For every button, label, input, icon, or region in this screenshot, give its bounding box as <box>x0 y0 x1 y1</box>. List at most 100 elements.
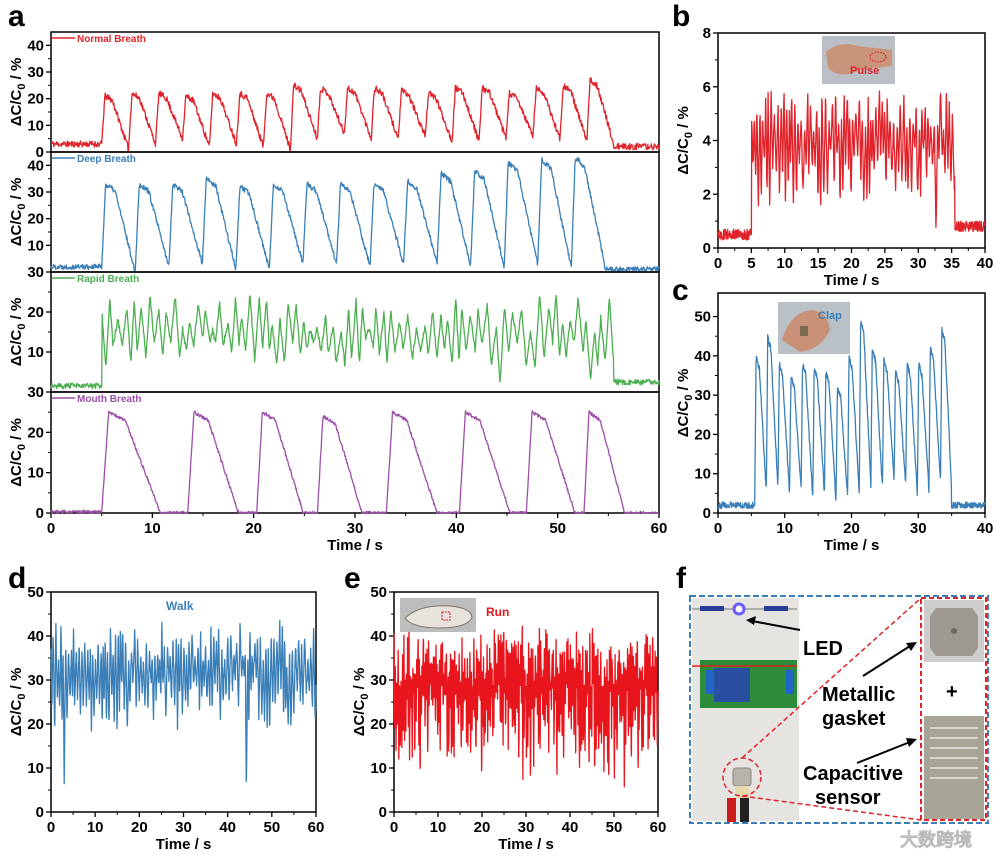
y-label-tail: / % <box>8 298 25 324</box>
gasket-label-1: Metallic <box>822 684 895 706</box>
x-tick-label: 0 <box>390 819 398 836</box>
y-tick-label: 10 <box>694 466 711 483</box>
y-label-tail: / % <box>8 668 25 694</box>
x-tick-label: 60 <box>651 520 668 537</box>
y-axis-label: ΔC/C0 / % <box>675 369 695 438</box>
x-tick-label: 10 <box>776 255 793 272</box>
x-axis-label: Time / s <box>156 836 212 852</box>
y-tick-label: 0 <box>36 804 44 821</box>
x-tick-label: 40 <box>977 255 994 272</box>
panel-c-frame <box>717 292 986 514</box>
y-label-subscript: 0 <box>16 694 28 700</box>
pulse-photo-inset: Pulse <box>822 36 895 84</box>
sensor-label-1: Capacitive <box>803 763 903 785</box>
series-mouth-breath <box>50 410 660 514</box>
y-label-tail: / % <box>675 369 692 395</box>
y-tick-label: 20 <box>370 716 387 733</box>
y-tick-label: 10 <box>27 760 44 777</box>
y-tick-label: 8 <box>703 25 711 42</box>
run-label: Run <box>486 605 509 619</box>
y-tick-label: 40 <box>27 157 44 174</box>
x-tick-label: 35 <box>943 255 960 272</box>
panel-letter-b: b <box>672 0 690 33</box>
x-tick-label: 60 <box>308 819 325 836</box>
x-tick-label: 0 <box>714 255 722 272</box>
y-axis-label: ΔC/C0 / % <box>8 298 28 367</box>
x-axis-label: Time / s <box>824 537 880 554</box>
x-tick-label: 40 <box>219 819 236 836</box>
panel-letter-a: a <box>8 0 25 33</box>
y-tick-label: 10 <box>27 344 44 361</box>
panel-a-3-frame <box>50 391 660 514</box>
y-tick-label: 0 <box>703 505 711 522</box>
panel-f-illustration: + LED Metallic gasket Capacitive sensor <box>689 595 989 824</box>
y-tick-label: 20 <box>27 211 44 228</box>
panel-a-2-frame <box>50 271 660 393</box>
series-deep-breath <box>50 156 660 273</box>
y-label-subscript: 0 <box>683 132 695 138</box>
led-icon <box>732 602 746 616</box>
y-label-tail: / % <box>8 418 25 444</box>
x-tick-label: 0 <box>47 520 55 537</box>
panel-letter-c: c <box>672 274 689 307</box>
y-tick-label: 50 <box>694 309 711 326</box>
series-panel-d <box>50 619 317 785</box>
y-tick-label: 0 <box>36 505 44 522</box>
x-axis-label: Time / s <box>498 836 554 852</box>
y-tick-label: 30 <box>27 64 44 81</box>
x-tick-label: 20 <box>843 255 860 272</box>
y-tick-label: 50 <box>27 584 44 601</box>
panel-letter-f: f <box>676 562 687 595</box>
x-tick-label: 0 <box>47 819 55 836</box>
x-tick-label: 5 <box>747 255 755 272</box>
series-rapid-breath <box>50 294 660 390</box>
clap-photo-inset: Clap <box>778 302 850 354</box>
x-tick-label: 50 <box>263 819 280 836</box>
y-axis-label: ΔC/C0 / % <box>8 668 28 737</box>
y-tick-label: 20 <box>27 91 44 108</box>
y-label-subscript: 0 <box>359 694 371 700</box>
x-tick-label: 40 <box>448 520 465 537</box>
y-tick-label: 20 <box>27 424 44 441</box>
y-label-main: ΔC/C <box>8 90 25 127</box>
x-tick-label: 40 <box>977 520 994 537</box>
x-tick-label: 20 <box>474 819 491 836</box>
y-label-subscript: 0 <box>16 324 28 330</box>
legend-label: Rapid Breath <box>77 274 139 285</box>
x-tick-label: 50 <box>606 819 623 836</box>
x-axis-label: Time / s <box>327 537 383 554</box>
y-tick-label: 10 <box>370 760 387 777</box>
y-label-main: ΔC/C <box>675 401 692 438</box>
gasket-label-2: gasket <box>822 708 886 730</box>
y-axis-label: ΔC/C0 / % <box>675 106 695 175</box>
y-tick-label: 4 <box>703 133 712 150</box>
x-axis-label: Time / s <box>824 272 880 289</box>
y-tick-label: 50 <box>370 584 387 601</box>
x-tick-label: 60 <box>650 819 667 836</box>
y-label-tail: / % <box>351 668 368 694</box>
plus-sign: + <box>946 681 958 703</box>
y-label-subscript: 0 <box>16 204 28 210</box>
y-tick-label: 2 <box>703 186 711 203</box>
y-label-tail: / % <box>675 106 692 132</box>
y-tick-label: 30 <box>27 672 44 689</box>
y-tick-label: 40 <box>370 628 387 645</box>
y-tick-label: 30 <box>27 184 44 201</box>
y-tick-label: 10 <box>27 117 44 134</box>
x-tick-label: 15 <box>810 255 827 272</box>
y-label-main: ΔC/C <box>8 700 25 737</box>
legend-label: Normal Breath <box>77 34 146 45</box>
y-tick-label: 20 <box>27 716 44 733</box>
y-tick-label: 40 <box>27 628 44 645</box>
watermark: 大数跨境 <box>900 829 972 850</box>
x-tick-label: 30 <box>347 520 364 537</box>
y-axis-label: ΔC/C0 / % <box>8 58 28 127</box>
legend-label: Mouth Breath <box>77 394 141 405</box>
y-label-main: ΔC/C <box>8 210 25 247</box>
x-tick-label: 20 <box>245 520 262 537</box>
y-label-main: ΔC/C <box>8 450 25 487</box>
